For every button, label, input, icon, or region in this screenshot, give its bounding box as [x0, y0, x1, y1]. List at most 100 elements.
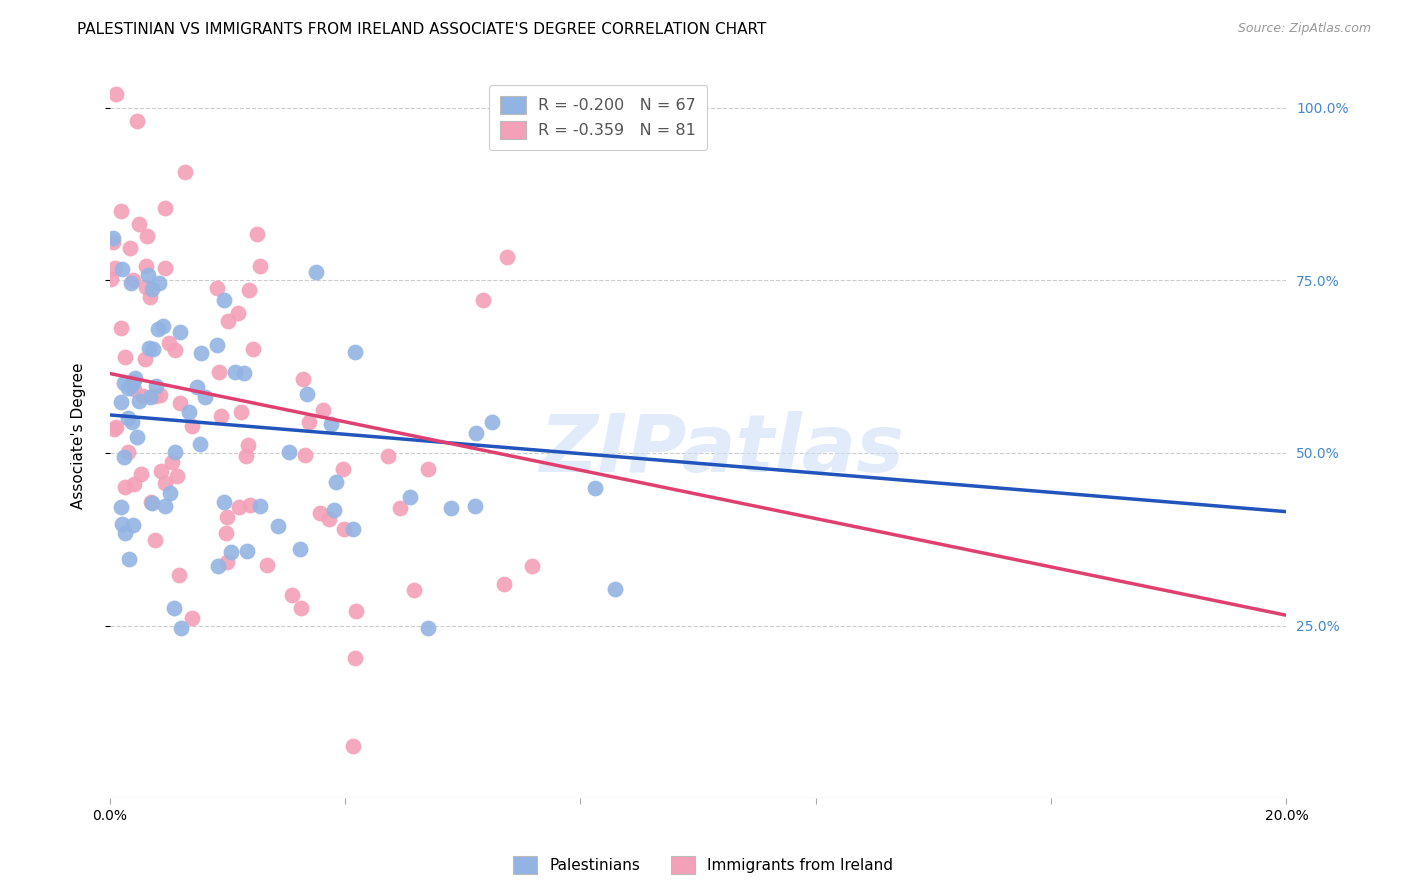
Point — [243, 454, 266, 468]
Point — [128, 230, 150, 244]
Point — [169, 400, 191, 414]
Point — [117, 339, 139, 353]
Legend: R = -0.200   N = 67, R = -0.359   N = 81: R = -0.200 N = 67, R = -0.359 N = 81 — [489, 85, 707, 150]
Point — [262, 303, 284, 318]
Point — [166, 516, 188, 530]
Point — [117, 390, 139, 404]
Point — [122, 576, 145, 591]
Point — [131, 681, 153, 695]
Point — [138, 328, 160, 343]
Point — [150, 399, 173, 413]
Point — [135, 334, 157, 348]
Point — [135, 544, 157, 558]
Point — [165, 286, 187, 301]
Point — [103, 468, 125, 483]
Point — [197, 358, 219, 372]
Point — [124, 448, 146, 462]
Point — [100, 494, 122, 508]
Point — [146, 444, 169, 458]
Point — [114, 402, 136, 417]
Point — [461, 332, 484, 346]
Point — [297, 394, 319, 409]
Point — [111, 496, 134, 510]
Point — [125, 473, 148, 487]
Point — [321, 464, 343, 478]
Point — [325, 317, 347, 331]
Point — [215, 315, 238, 329]
Text: ZIPatlas: ZIPatlas — [538, 411, 904, 489]
Point — [236, 432, 259, 446]
Point — [560, 584, 582, 599]
Point — [100, 486, 122, 500]
Point — [184, 574, 207, 588]
Point — [271, 420, 294, 434]
Point — [124, 484, 146, 499]
Point — [136, 357, 159, 371]
Point — [167, 458, 190, 472]
Point — [501, 622, 523, 636]
Point — [111, 414, 134, 428]
Point — [209, 314, 232, 328]
Point — [118, 479, 141, 493]
Point — [111, 338, 134, 352]
Point — [389, 505, 412, 519]
Point — [117, 469, 139, 483]
Point — [350, 585, 373, 599]
Point — [387, 528, 409, 542]
Point — [129, 405, 152, 419]
Point — [117, 605, 139, 619]
Point — [156, 469, 179, 483]
Point — [418, 489, 440, 503]
Point — [100, 556, 122, 570]
Point — [176, 326, 198, 341]
Point — [366, 372, 388, 386]
Point — [121, 429, 143, 443]
Point — [134, 400, 156, 414]
Point — [290, 442, 312, 456]
Point — [370, 467, 392, 481]
Point — [146, 416, 169, 430]
Point — [129, 323, 152, 337]
Point — [110, 236, 132, 251]
Point — [214, 398, 236, 412]
Point — [299, 354, 322, 368]
Point — [337, 450, 360, 465]
Point — [184, 214, 207, 228]
Point — [117, 351, 139, 365]
Legend: Palestinians, Immigrants from Ireland: Palestinians, Immigrants from Ireland — [506, 850, 900, 880]
Point — [242, 310, 264, 324]
Point — [162, 409, 184, 424]
Point — [657, 690, 679, 704]
Point — [360, 456, 382, 470]
Point — [401, 458, 423, 472]
Point — [207, 437, 229, 451]
Point — [240, 461, 263, 475]
Point — [197, 542, 219, 557]
Point — [163, 313, 186, 327]
Point — [169, 602, 191, 616]
Point — [125, 429, 148, 443]
Point — [197, 446, 219, 460]
Point — [187, 365, 209, 379]
Point — [121, 574, 143, 588]
Point — [110, 344, 132, 359]
Point — [283, 401, 305, 416]
Point — [136, 309, 159, 323]
Point — [340, 521, 363, 535]
Point — [115, 554, 138, 568]
Point — [114, 371, 136, 385]
Point — [131, 383, 153, 397]
Point — [125, 427, 148, 442]
Point — [105, 478, 128, 492]
Point — [285, 519, 308, 533]
Point — [332, 361, 354, 376]
Text: PALESTINIAN VS IMMIGRANTS FROM IRELAND ASSOCIATE'S DEGREE CORRELATION CHART: PALESTINIAN VS IMMIGRANTS FROM IRELAND A… — [77, 22, 766, 37]
Point — [107, 460, 129, 475]
Point — [218, 434, 240, 448]
Y-axis label: Associate's Degree: Associate's Degree — [72, 362, 86, 509]
Point — [121, 353, 143, 368]
Point — [127, 461, 149, 475]
Point — [176, 491, 198, 505]
Point — [207, 207, 229, 221]
Point — [302, 390, 325, 404]
